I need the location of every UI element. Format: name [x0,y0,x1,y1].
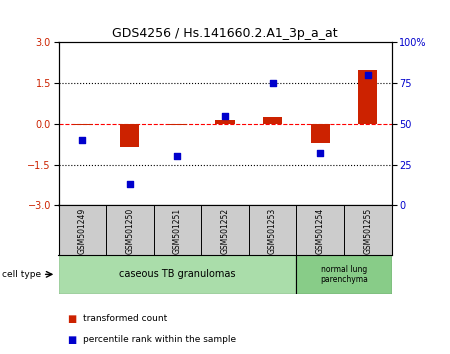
Text: GSM501255: GSM501255 [363,208,372,254]
Text: GSM501253: GSM501253 [268,208,277,254]
Text: ■: ■ [68,314,77,324]
Point [316,150,324,156]
Point [126,181,134,187]
Bar [58,255,297,294]
Point [364,72,371,78]
Point [79,137,86,143]
Text: cell type: cell type [2,270,41,279]
Point [269,80,276,86]
Text: GSM501254: GSM501254 [315,208,324,254]
Bar [297,255,392,294]
Text: GSM501250: GSM501250 [126,208,135,254]
Bar [358,70,377,124]
Point [174,154,181,159]
Text: GSM501252: GSM501252 [220,208,230,254]
Bar [73,124,92,125]
Bar [216,120,234,124]
Bar [263,117,282,124]
Bar [120,124,140,147]
Text: transformed count: transformed count [83,314,167,323]
Bar [168,124,187,125]
Text: GSM501249: GSM501249 [78,208,87,254]
Text: caseous TB granulomas: caseous TB granulomas [119,269,236,279]
Point [221,113,229,119]
Text: GSM501251: GSM501251 [173,208,182,254]
Text: normal lung
parenchyma: normal lung parenchyma [320,265,368,284]
Text: percentile rank within the sample: percentile rank within the sample [83,335,236,344]
Text: ■: ■ [68,335,77,345]
Title: GDS4256 / Hs.141660.2.A1_3p_a_at: GDS4256 / Hs.141660.2.A1_3p_a_at [112,27,338,40]
Bar [310,124,330,143]
